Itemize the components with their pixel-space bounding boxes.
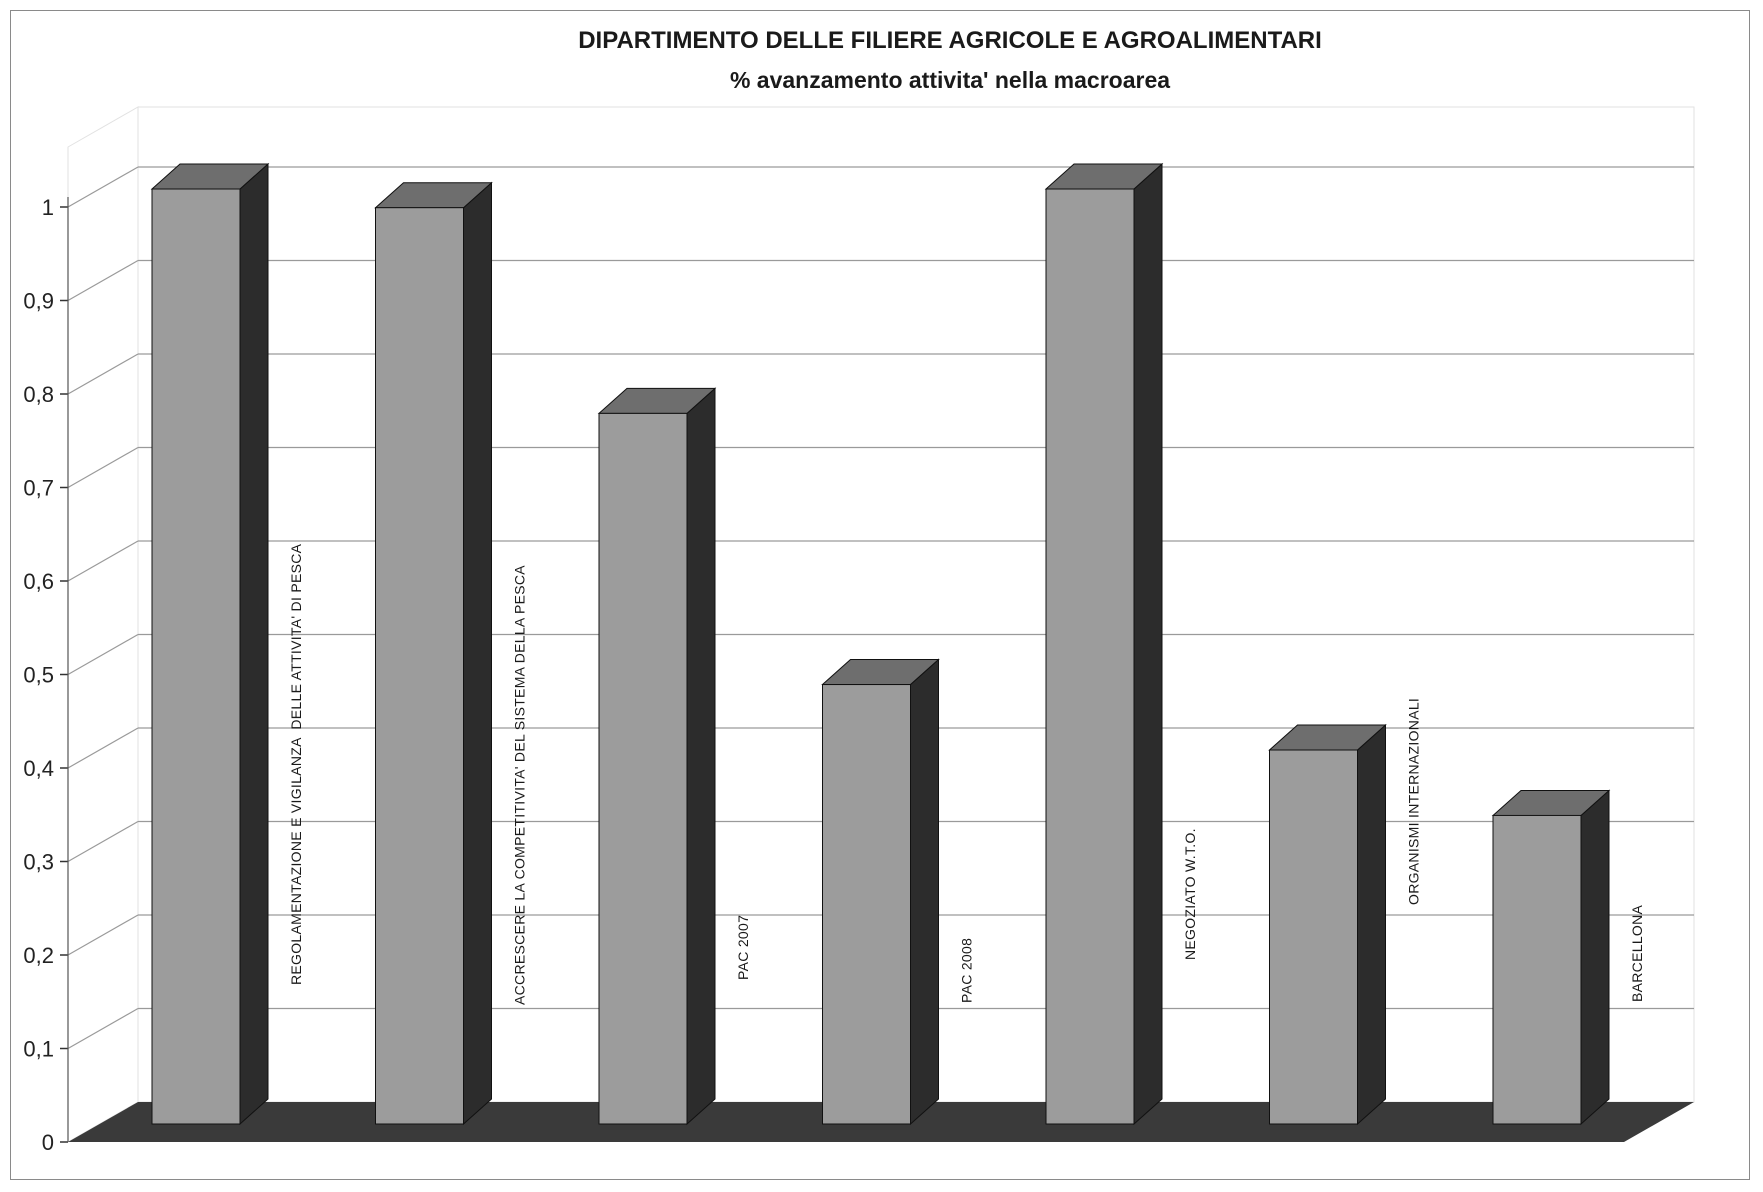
y-tick-label: 0,5	[23, 663, 54, 688]
y-tick-label: 0,8	[23, 382, 54, 407]
gridline-diagonal	[67, 446, 139, 489]
gridline-diagonal	[67, 820, 139, 863]
y-tick-label: 0,4	[23, 756, 54, 781]
bar-side	[686, 387, 716, 1126]
gridline-diagonal	[67, 353, 139, 395]
y-tick-label: 0,3	[23, 850, 54, 875]
y-tick-label: 0	[42, 1130, 54, 1155]
y-tick-label: 0,7	[23, 476, 54, 501]
bar	[1268, 723, 1387, 1126]
bar-side	[463, 181, 492, 1126]
category-label: PAC 2008	[959, 938, 975, 1003]
category-label: ACCRESCERE LA COMPETITIVITA' DEL SISTEMA…	[512, 565, 528, 1005]
y-tick-label: 0,2	[23, 943, 54, 968]
bar-front	[1492, 814, 1582, 1125]
bar-front	[1045, 188, 1135, 1125]
category-labels: REGOLAMENTAZIONE E VIGILANZA DELLE ATTIV…	[288, 543, 1645, 1005]
gridline-diagonal	[67, 540, 139, 582]
bar-side	[910, 658, 939, 1126]
bar-front	[598, 412, 688, 1125]
category-label: NEGOZIATO W.T.O.	[1182, 828, 1198, 960]
bar	[597, 387, 717, 1126]
bar-front	[375, 207, 464, 1125]
bar-front	[822, 684, 911, 1125]
bar	[374, 181, 493, 1126]
bars	[150, 162, 1611, 1126]
category-label: REGOLAMENTAZIONE E VIGILANZA DELLE ATTIV…	[288, 543, 304, 985]
y-tick-label: 0,1	[23, 1037, 54, 1062]
gridline-diagonal	[67, 1007, 139, 1050]
y-tick-label: 0,6	[23, 569, 54, 594]
category-label: ORGANISMI INTERNAZIONALI	[1406, 698, 1422, 905]
gridline-diagonal	[67, 166, 139, 208]
bar	[821, 658, 940, 1126]
gridline-diagonal	[67, 259, 139, 302]
bar	[1491, 789, 1611, 1126]
gridline-diagonal	[67, 727, 139, 769]
bar-side	[239, 162, 269, 1126]
bar-side	[1580, 789, 1610, 1126]
bar-front	[151, 188, 241, 1125]
y-axis: 0 0,1 0,2 0,3 0,4 0,5 0,6 0,7 0,8 0,9 1	[23, 195, 69, 1155]
bar-front	[1269, 749, 1358, 1125]
bar-side	[1133, 162, 1163, 1126]
gridline-diagonal	[67, 633, 139, 676]
gridline-diagonal	[67, 914, 139, 956]
bar	[150, 162, 270, 1126]
bar-side	[1357, 723, 1386, 1126]
category-label: BARCELLONA	[1629, 904, 1645, 1002]
bar	[1044, 162, 1164, 1126]
category-label: PAC 2007	[735, 915, 751, 980]
chart-side-wall	[67, 106, 139, 1143]
chart-title: DIPARTIMENTO DELLE FILIERE AGRICOLE E AG…	[578, 27, 1322, 54]
chart-subtitle: % avanzamento attivita' nella macroarea	[730, 67, 1170, 93]
y-tick-label: 0,9	[23, 289, 54, 314]
y-tick-label: 1	[42, 195, 54, 220]
